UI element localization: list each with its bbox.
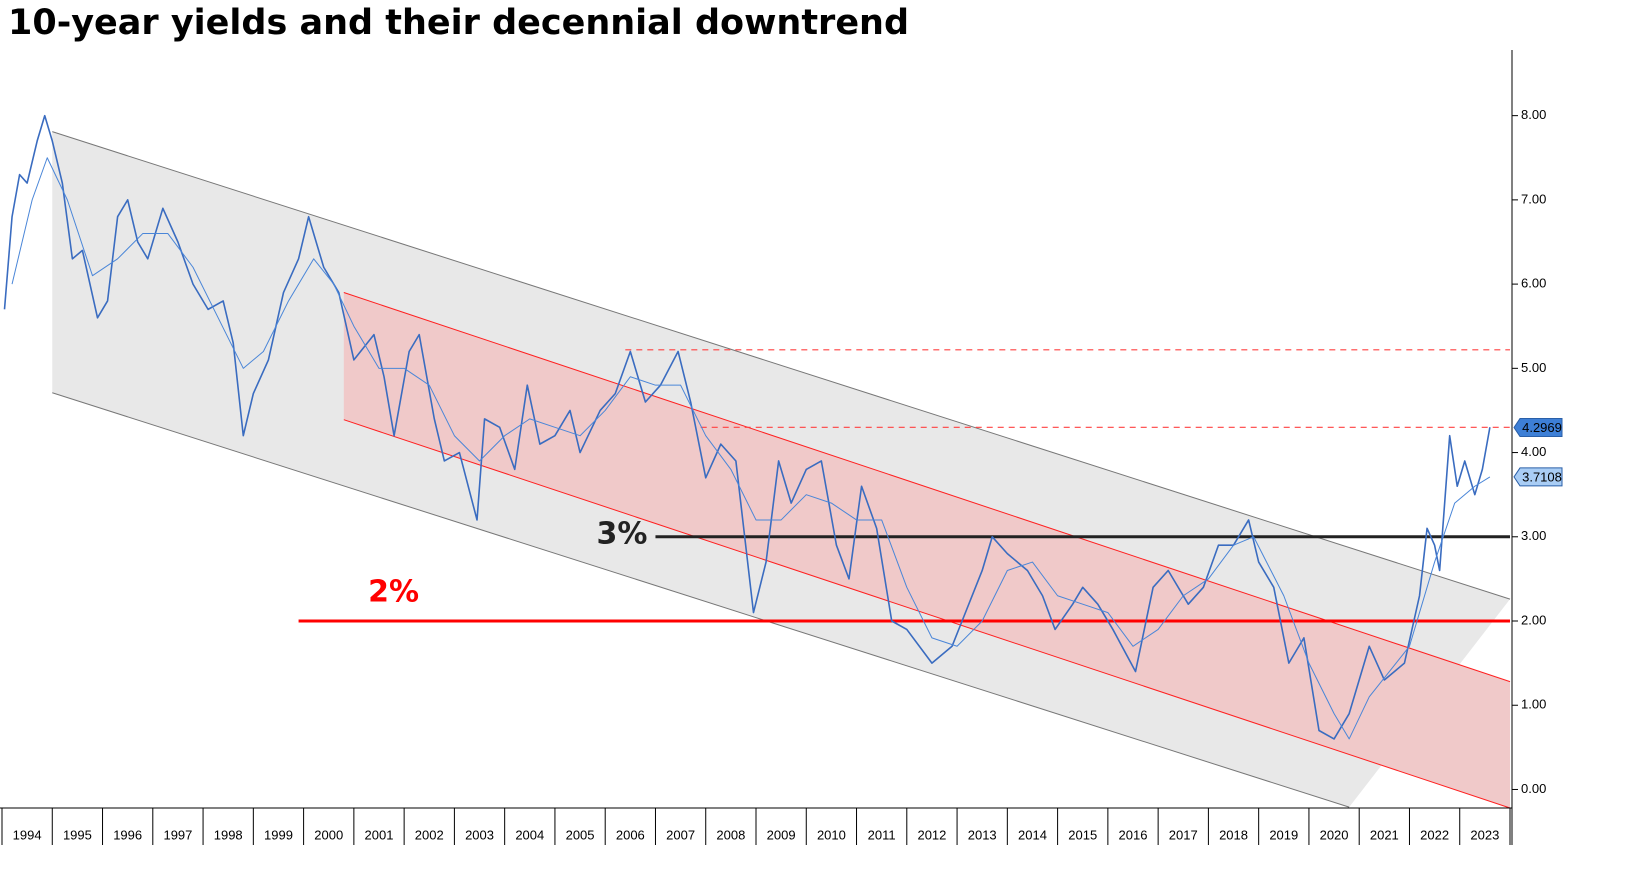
last-value-tag [1513, 418, 1563, 438]
last-value-label: 3.7108 [1522, 469, 1562, 484]
x-tick-label: 2009 [767, 827, 796, 842]
x-tick-label: 1999 [264, 827, 293, 842]
channel-band [343, 292, 1510, 808]
y-tick-label: 1.00 [1521, 697, 1546, 712]
chart-title: 10-year yields and their decennial downt… [8, 3, 909, 43]
x-tick-label: 1996 [113, 827, 142, 842]
x-tick-label: 2004 [515, 827, 544, 842]
channel-edge [343, 419, 1511, 809]
x-tick-label: 2022 [1420, 827, 1449, 842]
y-tick-label: 2.00 [1521, 612, 1546, 627]
x-tick-label: 2006 [616, 827, 645, 842]
x-tick-label: 1997 [163, 827, 192, 842]
x-tick-label: 2008 [716, 827, 745, 842]
x-tick-label: 2016 [1119, 827, 1148, 842]
x-tick-label: 2017 [1169, 827, 1198, 842]
y-tick-label: 4.00 [1521, 444, 1546, 459]
x-tick-label: 1995 [63, 827, 92, 842]
series-line [11, 157, 1491, 740]
x-tick-label: 2013 [968, 827, 997, 842]
last-value-label: 4.2969 [1522, 420, 1562, 435]
x-tick-label: 2021 [1370, 827, 1399, 842]
x-tick-label: 2015 [1068, 827, 1097, 842]
x-tick-label: 2010 [817, 827, 846, 842]
series-line [3, 114, 1491, 740]
x-tick-label: 2005 [566, 827, 595, 842]
x-tick-label: 1994 [13, 827, 42, 842]
reference-label: 2% [368, 575, 419, 610]
x-tick-label: 2018 [1219, 827, 1248, 842]
x-tick-label: 2023 [1470, 827, 1499, 842]
x-tick-label: 2002 [415, 827, 444, 842]
y-tick-label: 8.00 [1521, 107, 1546, 122]
x-tick-label: 2014 [1018, 827, 1047, 842]
x-tick-label: 2019 [1269, 827, 1298, 842]
y-tick-label: 3.00 [1521, 528, 1546, 543]
x-tick-label: 2011 [868, 827, 896, 842]
channel-edge [52, 131, 1511, 600]
x-tick-label: 2007 [666, 827, 695, 842]
y-tick-label: 6.00 [1521, 276, 1546, 291]
x-tick-label: 2003 [465, 827, 494, 842]
last-value-tag [1513, 467, 1563, 487]
reference-label: 3% [597, 516, 648, 551]
x-tick-label: 1998 [214, 827, 243, 842]
x-tick-label: 2000 [314, 827, 343, 842]
y-tick-label: 7.00 [1521, 191, 1546, 206]
channel-edge [343, 292, 1511, 683]
y-tick-label: 5.00 [1521, 360, 1546, 375]
x-tick-label: 2020 [1320, 827, 1349, 842]
x-tick-label: 2001 [365, 827, 394, 842]
channel-edge [52, 392, 1350, 808]
x-tick-label: 2012 [917, 827, 946, 842]
y-tick-label: 0.00 [1521, 781, 1546, 796]
